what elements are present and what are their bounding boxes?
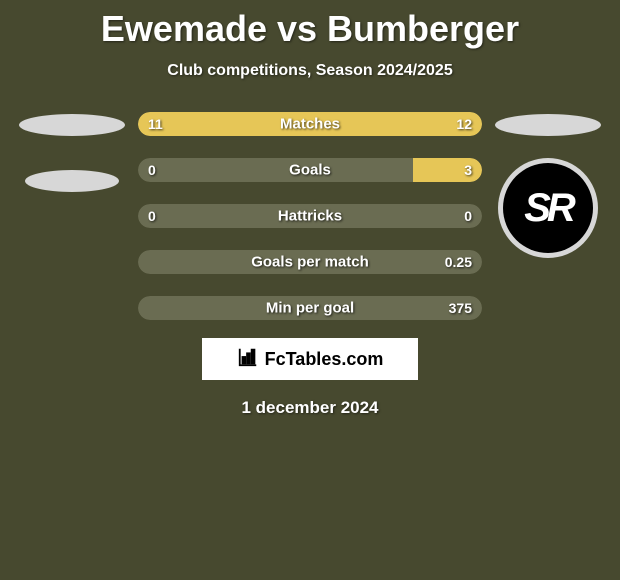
club-badge-glyph: SR bbox=[524, 186, 572, 231]
bar-value-right: 3 bbox=[464, 162, 472, 178]
stat-bar: 11 12 Matches bbox=[138, 112, 482, 136]
player-left-column bbox=[12, 112, 132, 192]
stat-bar: 0 3 Goals bbox=[138, 158, 482, 182]
bar-value-right: 12 bbox=[456, 116, 472, 132]
player-left-club-shadow bbox=[25, 170, 119, 192]
subtitle: Club competitions, Season 2024/2025 bbox=[167, 62, 452, 80]
stat-bar: 375 Min per goal bbox=[138, 296, 482, 320]
bar-value-left: 0 bbox=[148, 162, 156, 178]
stat-bars: 11 12 Matches 0 3 Goals 0 0 Hattricks 0.25 Goals p… bbox=[138, 112, 482, 320]
bar-value-left: 0 bbox=[148, 208, 156, 224]
brand-text: FcTables.com bbox=[265, 349, 384, 370]
chart-icon bbox=[237, 346, 259, 373]
bar-label: Matches bbox=[280, 116, 340, 133]
club-badge-inner: SR bbox=[503, 163, 593, 253]
bar-value-right: 0.25 bbox=[445, 254, 472, 270]
date-label: 1 december 2024 bbox=[241, 398, 378, 418]
bar-value-left: 11 bbox=[148, 116, 163, 132]
player-right-avatar-shadow bbox=[495, 114, 601, 136]
bar-label: Goals bbox=[289, 162, 331, 179]
player-left-avatar-shadow bbox=[19, 114, 125, 136]
bar-label: Min per goal bbox=[266, 300, 354, 317]
comparison-row: 11 12 Matches 0 3 Goals 0 0 Hattricks 0.25 Goals p… bbox=[0, 112, 620, 320]
page-title: Ewemade vs Bumberger bbox=[101, 8, 519, 50]
bar-value-right: 0 bbox=[464, 208, 472, 224]
player-right-column: SR bbox=[488, 112, 608, 258]
bar-value-right: 375 bbox=[449, 300, 472, 316]
club-badge: SR bbox=[498, 158, 598, 258]
bar-label: Hattricks bbox=[278, 208, 342, 225]
stat-bar: 0.25 Goals per match bbox=[138, 250, 482, 274]
bar-label: Goals per match bbox=[251, 254, 369, 271]
brand-banner: FcTables.com bbox=[202, 338, 418, 380]
stat-bar: 0 0 Hattricks bbox=[138, 204, 482, 228]
